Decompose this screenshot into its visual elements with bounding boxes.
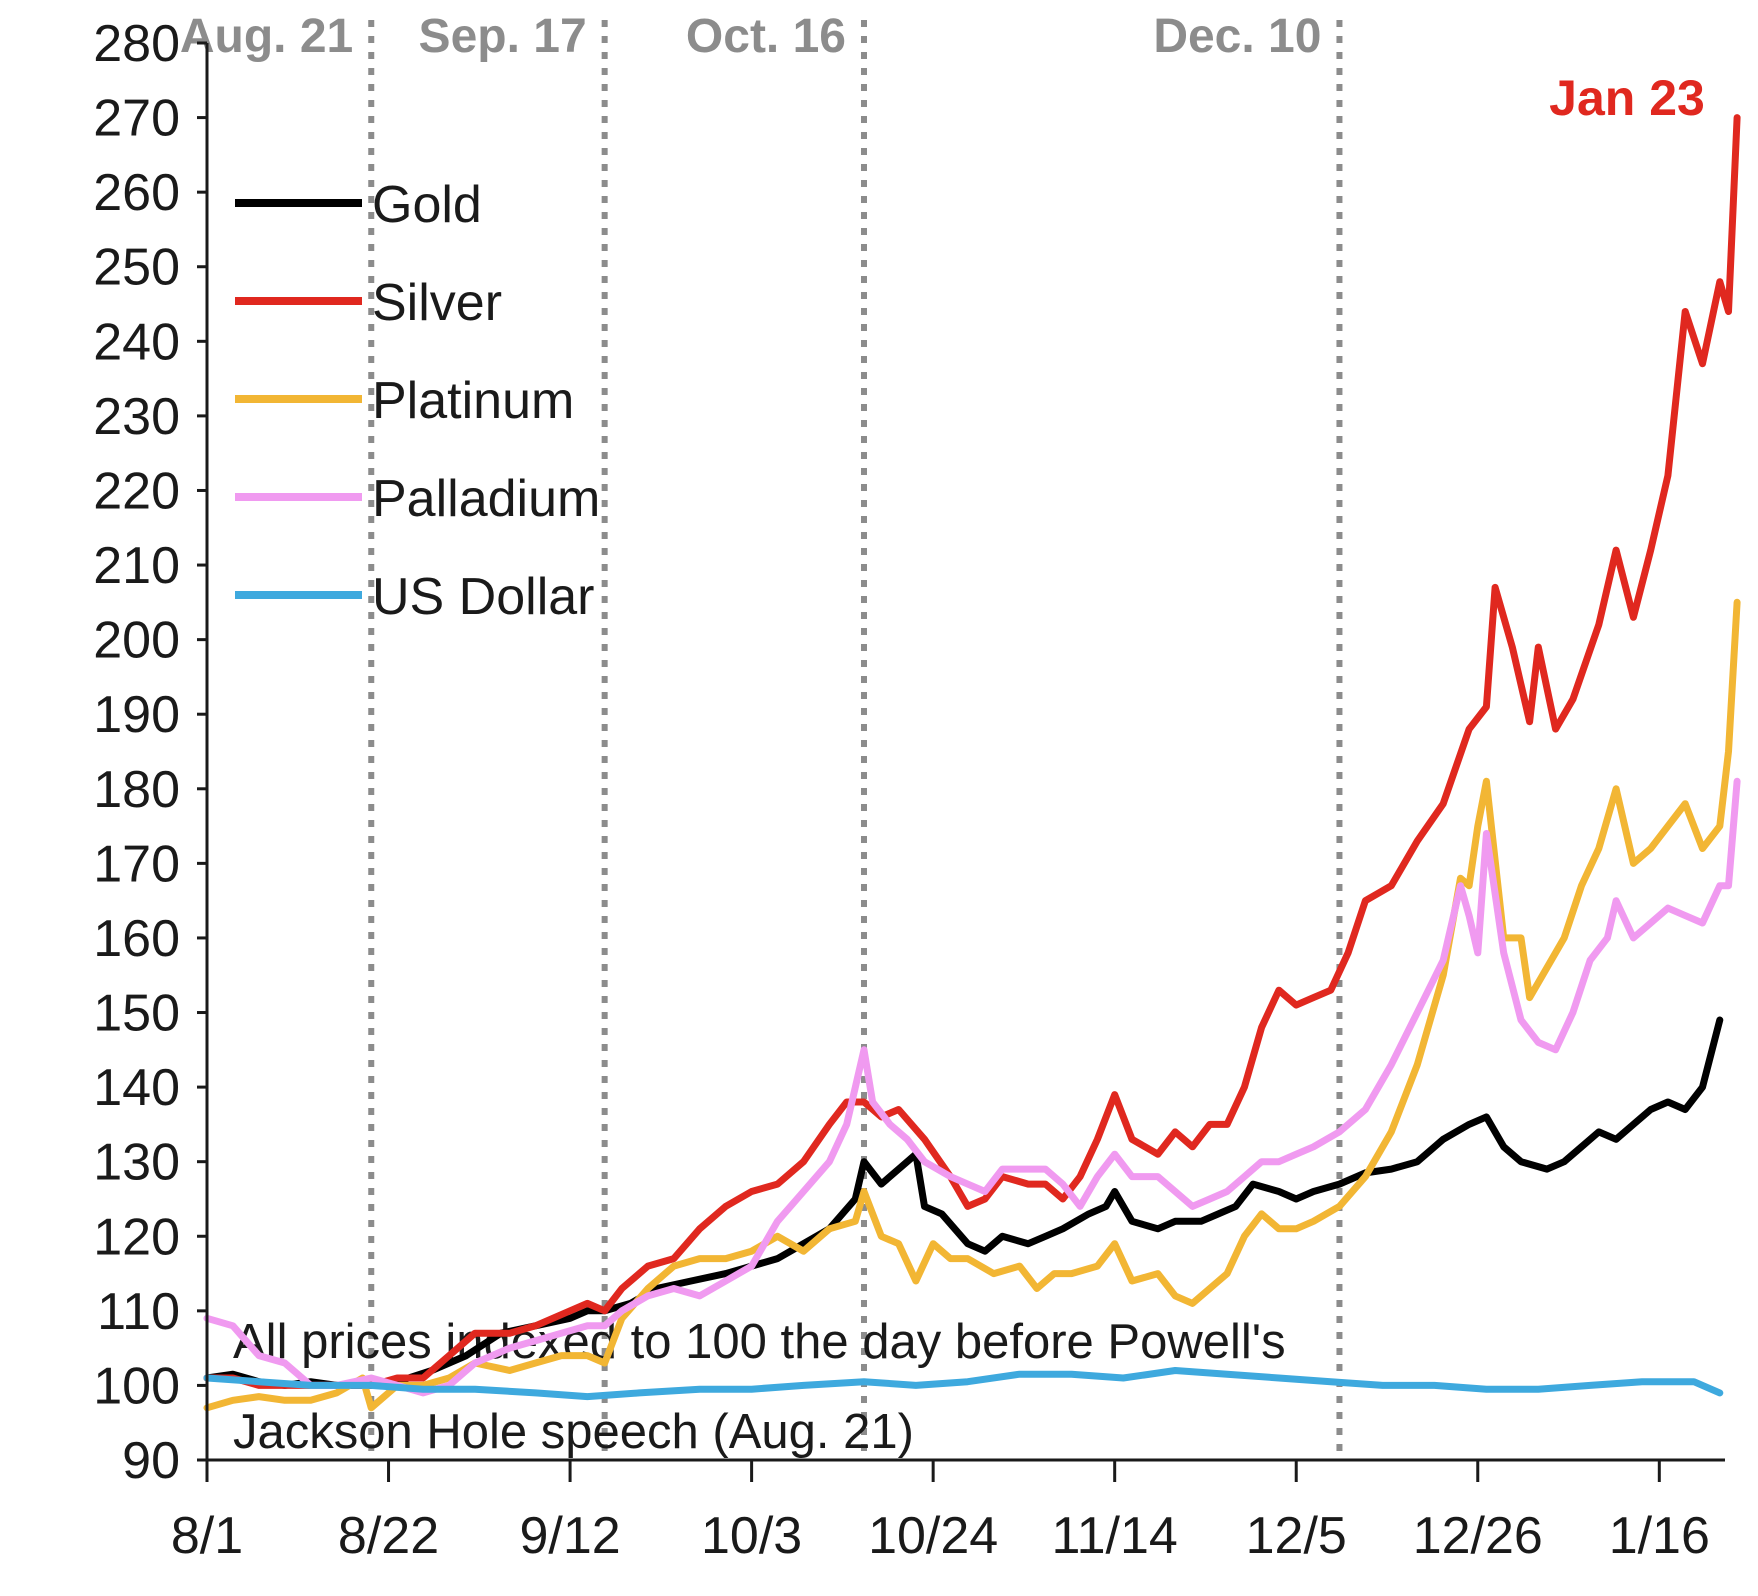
- x-axis-ticks: 8/1 8/22 9/12 10/3 10/24 11/14 12/5 12/26 1/16: [171, 1460, 1710, 1565]
- y-tick-label: 140: [93, 1059, 180, 1117]
- series-line: [203, 1367, 1724, 1401]
- index-note: All prices indexed to 100 the day before…: [233, 1315, 1286, 1459]
- series-lines: [203, 114, 1741, 1412]
- x-tick-label: 11/14: [1052, 1507, 1178, 1565]
- y-tick-label: 190: [93, 686, 180, 744]
- y-tick-label: 110: [97, 1283, 180, 1341]
- legend-label: Palladium: [372, 470, 600, 528]
- series-line: [203, 114, 1741, 1389]
- y-tick-label: 150: [93, 985, 180, 1043]
- legend-label: US Dollar: [372, 568, 595, 626]
- event-label: Dec. 10: [1153, 10, 1321, 63]
- y-tick-label: 280: [93, 15, 180, 73]
- event-label: Sep. 17: [419, 10, 587, 63]
- y-tick-label: 160: [93, 910, 180, 968]
- legend-label: Silver: [372, 274, 502, 332]
- y-tick-label: 100: [93, 1357, 180, 1415]
- y-tick-label: 210: [93, 537, 180, 595]
- x-tick-label: 8/1: [171, 1507, 243, 1565]
- y-tick-label: 240: [93, 313, 180, 371]
- y-tick-label: 180: [93, 761, 180, 819]
- y-axis-ticks: 90 100 110 120 130 140 150 160 170 180 190 200 210 22…: [93, 15, 180, 1490]
- x-tick-label: 12/26: [1413, 1507, 1543, 1565]
- x-tick-label: 8/22: [338, 1507, 439, 1565]
- y-tick-label: 130: [93, 1134, 180, 1192]
- event-lines: Aug. 21 Sep. 17 Oct. 16 Dec. 10: [180, 10, 1343, 1460]
- legend: Gold Silver Platinum Palladium US Dollar: [235, 176, 600, 626]
- note-line-1: All prices indexed to 100 the day before…: [233, 1315, 1286, 1369]
- event-label: Oct. 16: [686, 10, 846, 63]
- series-line: [203, 777, 1741, 1397]
- x-tick-label: 10/3: [701, 1507, 802, 1565]
- y-tick-label: 170: [93, 835, 180, 893]
- y-tick-label: 200: [93, 612, 180, 670]
- x-tick-label: 10/24: [868, 1507, 998, 1565]
- x-tick-label: 1/16: [1609, 1507, 1710, 1565]
- y-tick-label: 250: [93, 239, 180, 297]
- x-tick-label: 9/12: [519, 1507, 620, 1565]
- event-label: Aug. 21: [180, 10, 353, 63]
- series-line: [203, 598, 1741, 1412]
- y-tick-label: 90: [122, 1432, 180, 1490]
- y-tick-label: 260: [93, 164, 180, 222]
- y-tick-label: 220: [93, 462, 180, 520]
- x-tick-label: 12/5: [1246, 1507, 1347, 1565]
- legend-label: Gold: [372, 176, 482, 234]
- end-annotation-label: Jan 23: [1549, 70, 1705, 126]
- legend-label: Platinum: [372, 372, 574, 430]
- note-line-2: Jackson Hole speech (Aug. 21): [233, 1405, 914, 1459]
- axes: [197, 41, 1725, 1462]
- y-tick-label: 120: [93, 1208, 180, 1266]
- y-tick-label: 270: [93, 90, 180, 148]
- y-tick-label: 230: [93, 388, 180, 446]
